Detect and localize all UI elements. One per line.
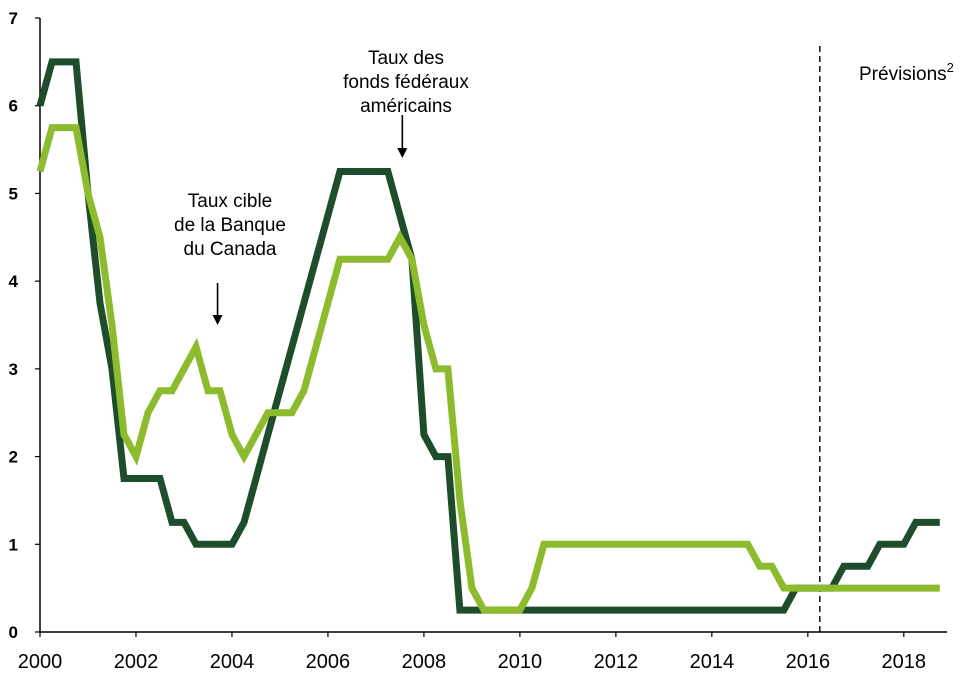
series-line-dark-green: [36, 58, 940, 614]
annotation-line: de la Banque: [174, 215, 286, 236]
x-tick-label: 2004: [210, 651, 255, 673]
y-tick-label: 7: [9, 9, 18, 28]
annotation: Taux des fonds fédéraux américains: [343, 48, 469, 158]
y-tick-label: 0: [9, 623, 18, 642]
series-line-light-green: [36, 124, 940, 614]
forecast-label-text: Prévisions: [859, 64, 947, 85]
x-tick-label: 2002: [114, 651, 159, 673]
annotation-line: Taux cible: [188, 191, 273, 212]
x-tick-label: 2018: [882, 651, 927, 673]
annotation-line: du Canada: [184, 239, 277, 260]
y-tick-label: 1: [9, 535, 18, 554]
axes: [39, 18, 947, 633]
forecast-divider: Prévisions2: [819, 46, 954, 632]
annotation-line: Taux des: [368, 48, 444, 69]
annotation: Taux cible de la Banque du Canada: [174, 191, 286, 325]
y-tick-label: 6: [9, 97, 18, 116]
annotation-line: fonds fédéraux: [343, 72, 469, 93]
x-tick-label: 2016: [786, 651, 831, 673]
y-tick-label: 5: [9, 184, 18, 203]
forecast-label-superscript: 2: [947, 60, 954, 75]
y-tick-label: 4: [9, 272, 19, 291]
x-tick-label: 2008: [402, 651, 447, 673]
y-tick-label: 3: [9, 360, 18, 379]
series-lines: [36, 58, 940, 614]
x-tick-label: 2014: [690, 651, 735, 673]
x-tick-label: 2000: [18, 651, 63, 673]
annotation-line: américains: [360, 96, 452, 117]
forecast-label: Prévisions2: [859, 60, 954, 85]
x-tick-label: 2012: [594, 651, 639, 673]
x-tick-label: 2010: [498, 651, 543, 673]
annotation-arrow-head: [212, 315, 223, 325]
y-axis-ticks: 0 1 2 3 4 5 6 7: [9, 9, 40, 642]
x-axis-ticks: 2000 2002 2004 2006 2008 2010 2012 2014 2016 2018: [18, 632, 926, 673]
annotation-arrow-head: [397, 148, 408, 158]
x-tick-label: 2006: [306, 651, 351, 673]
y-tick-label: 2: [9, 448, 18, 467]
annotations: Taux cible de la Banque du Canada Taux des f…: [174, 48, 469, 325]
